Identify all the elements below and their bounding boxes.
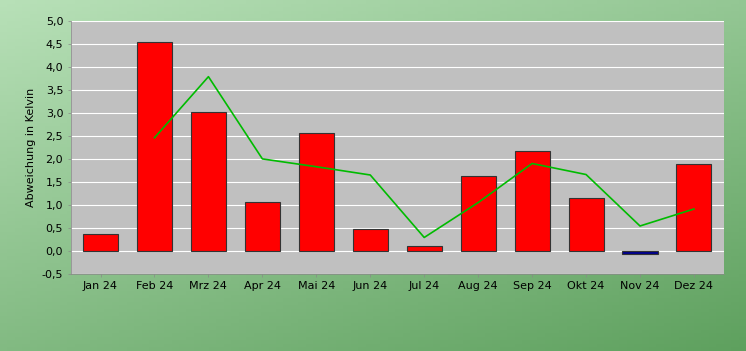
Y-axis label: Abweichung in Kelvin: Abweichung in Kelvin: [26, 88, 36, 207]
Bar: [622, 251, 657, 254]
Bar: [137, 42, 172, 251]
Bar: [83, 234, 118, 251]
Bar: [568, 198, 604, 251]
Bar: [245, 201, 280, 251]
Bar: [460, 176, 495, 251]
Bar: [353, 229, 388, 251]
Bar: [407, 246, 442, 251]
Bar: [515, 151, 550, 251]
Bar: [677, 164, 712, 251]
Bar: [299, 133, 334, 251]
Bar: [191, 112, 226, 251]
